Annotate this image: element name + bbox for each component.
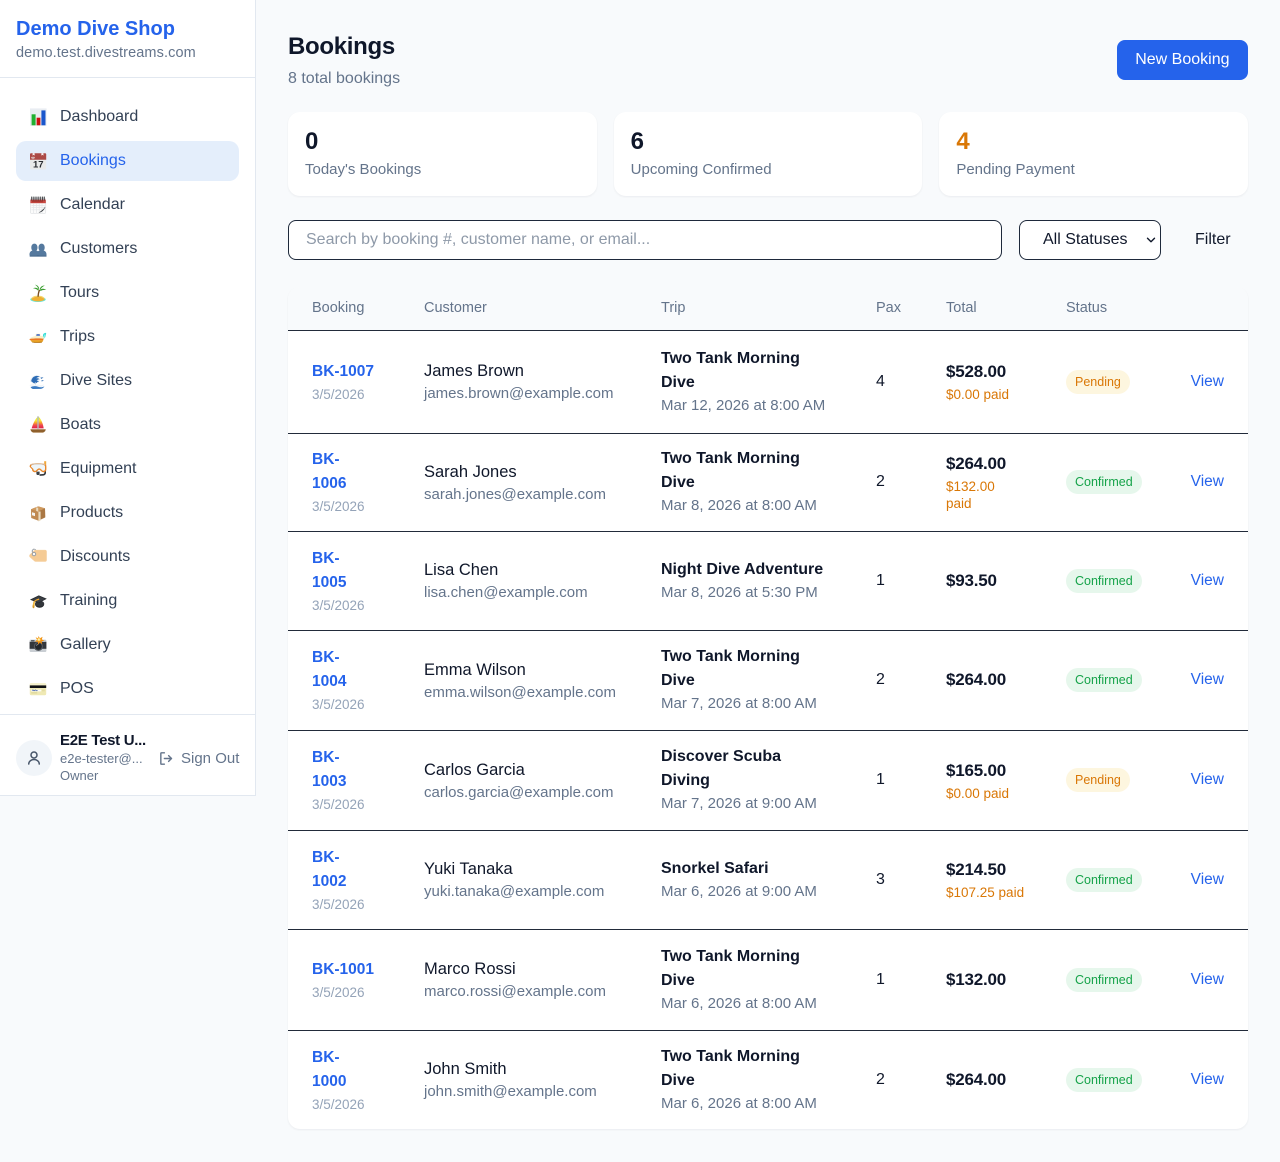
svg-text:17: 17	[33, 160, 44, 171]
